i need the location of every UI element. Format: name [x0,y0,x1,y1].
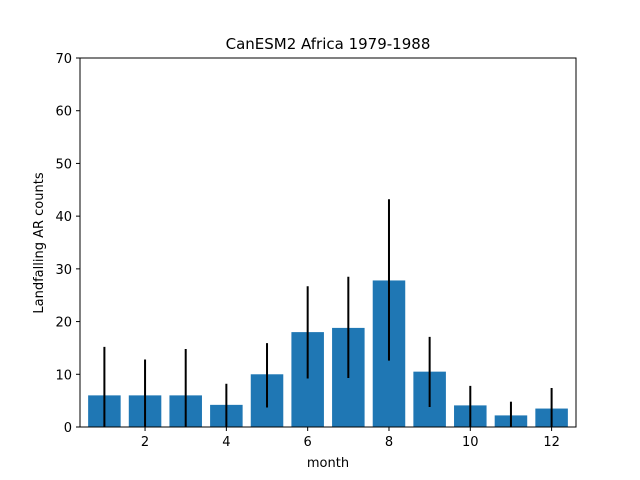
x-tick-label: 8 [385,435,393,450]
y-tick-label: 50 [55,157,72,172]
y-axis: 0 10 20 30 40 50 60 70 [55,52,80,436]
bars-group [88,280,568,427]
x-tick-label: 10 [462,435,479,450]
x-tick-label: 2 [141,435,149,450]
y-tick-label: 20 [55,316,72,331]
chart-title: CanESM2 Africa 1979-1988 [226,35,431,53]
y-tick-label: 70 [55,52,72,67]
y-tick-label: 30 [55,263,72,278]
y-tick-label: 0 [64,421,72,436]
x-tick-label: 12 [543,435,560,450]
y-tick-label: 10 [55,368,72,383]
y-tick-label: 60 [55,105,72,120]
y-tick-label: 40 [55,210,72,225]
errorbars-group [103,199,553,427]
y-axis-label: Landfalling AR counts [32,172,47,313]
x-axis-label: month [307,456,349,471]
x-axis: 2 4 6 8 10 12 [141,427,560,450]
x-tick-label: 4 [222,435,230,450]
x-tick-label: 6 [304,435,312,450]
plot-frame [79,57,577,428]
